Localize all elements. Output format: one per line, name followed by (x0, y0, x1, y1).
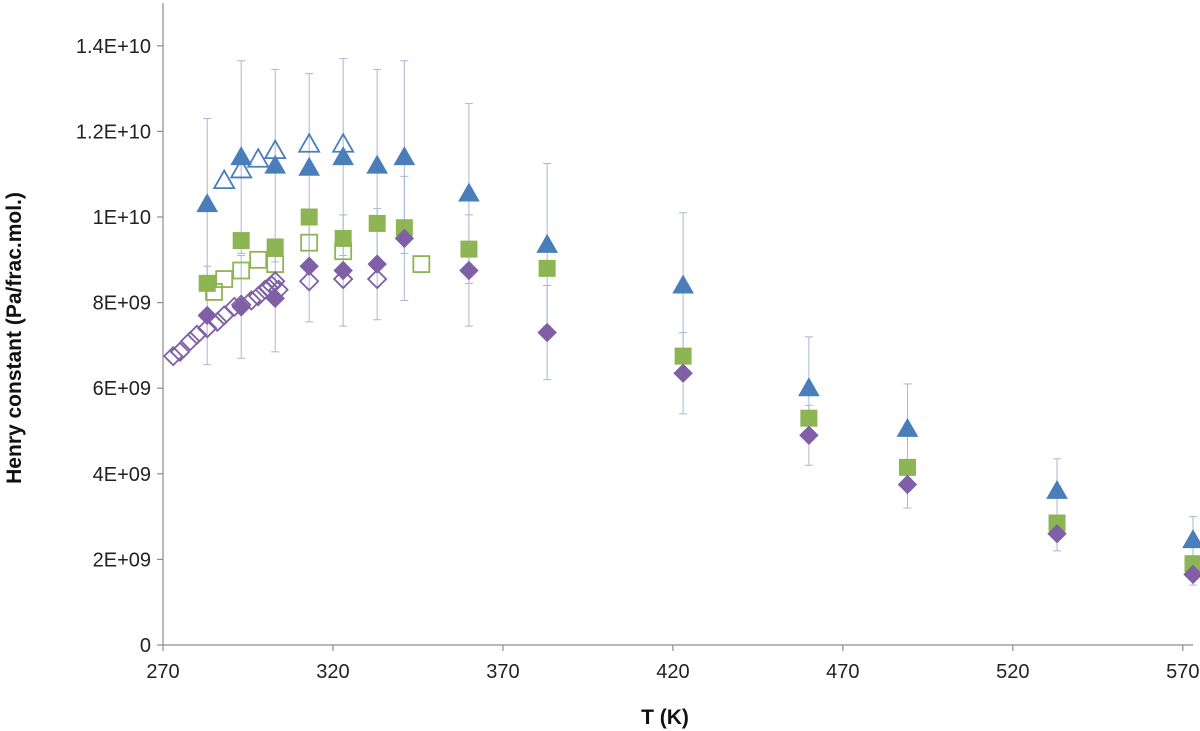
triangle-point (536, 233, 558, 253)
axes (157, 3, 1193, 651)
triangle-point (230, 146, 253, 166)
y-tick-label: 2E+09 (93, 549, 151, 571)
triangle-point (896, 417, 919, 437)
diamond-point (799, 425, 819, 445)
diamond-point (459, 260, 479, 281)
y-tick-label: 6E+09 (93, 378, 151, 400)
tick-labels: 0 2E+09 4E+09 6E+09 8E+09 1E+10 1.2E+10 1.4E+10… (76, 36, 1200, 683)
hollow-triangle-point (297, 132, 321, 153)
diamond-point (299, 256, 319, 276)
y-tick-label: 4E+09 (93, 464, 151, 486)
diamond-point (1183, 564, 1200, 585)
x-axis-title: T (K) (641, 706, 689, 729)
diamond-point (1047, 524, 1067, 544)
x-tick-label: 270 (146, 661, 179, 683)
triangle-point (196, 193, 219, 213)
x-tick-label: 520 (996, 661, 1029, 683)
hollow-triangle-point (246, 147, 270, 168)
square-point (368, 214, 386, 232)
diamond-point (673, 363, 693, 383)
x-tick-label: 570 (1166, 661, 1199, 683)
square-point (800, 409, 818, 427)
y-tick-label: 1E+10 (93, 207, 151, 229)
triangle-point (1182, 529, 1200, 549)
hollow-diamond-point (186, 324, 208, 345)
hollow-square-point (249, 250, 268, 269)
square-point (460, 240, 478, 258)
square-point (198, 274, 216, 292)
x-tick-label: 370 (486, 661, 519, 683)
hollow-square-point (215, 270, 234, 288)
hollow-diamond-point (241, 290, 262, 311)
hollow-diamond-point (366, 268, 388, 290)
square-point (300, 208, 318, 226)
triangle-point (332, 146, 355, 166)
hollow-diamond-point (179, 330, 201, 352)
square-point (266, 238, 284, 256)
hollow-diamond-point (298, 270, 320, 292)
hollow-square-point (412, 255, 431, 273)
triangle-point (298, 156, 321, 176)
diamond-point (394, 228, 415, 249)
hollow-triangle-point (229, 158, 253, 179)
y-axis-title: Henry constant (Pa/frac.mol.) (3, 192, 26, 484)
y-tick-label: 1.2E+10 (76, 121, 151, 143)
hollow-diamond-point (169, 341, 191, 363)
x-tick-label: 470 (826, 661, 859, 683)
hollow-square-point (266, 255, 285, 273)
hollow-square-point (232, 261, 251, 280)
x-tick-label: 420 (656, 661, 689, 683)
diamond-point (537, 322, 557, 343)
triangle-point (264, 154, 287, 174)
x-tick-label: 320 (316, 661, 349, 683)
data-points (162, 132, 1200, 585)
hollow-triangle-point (212, 168, 236, 190)
diamond-point (897, 474, 918, 495)
diamond-point (367, 254, 387, 274)
square-point (898, 458, 916, 476)
square-point (538, 259, 556, 277)
triangle-point (672, 274, 694, 294)
y-tick-label: 0 (140, 635, 151, 657)
hollow-square-point (300, 233, 319, 252)
y-tick-label: 1.4E+10 (76, 36, 151, 58)
y-tick-label: 8E+09 (93, 293, 151, 315)
diamond-point (197, 305, 217, 326)
hollow-diamond-point (162, 345, 184, 367)
triangle-point (1046, 479, 1068, 499)
hollow-diamond-point (196, 318, 218, 339)
error-bars (203, 58, 1197, 586)
triangle-point (366, 154, 389, 174)
diamond-point (231, 297, 251, 317)
square-point (334, 229, 352, 247)
square-point (674, 347, 692, 365)
diamond-point (265, 288, 285, 309)
triangle-point (798, 377, 820, 397)
triangle-point (458, 182, 480, 202)
diamond-point (333, 260, 353, 281)
square-point (232, 232, 250, 250)
hollow-diamond-point (332, 268, 354, 290)
triangle-point (393, 146, 416, 166)
